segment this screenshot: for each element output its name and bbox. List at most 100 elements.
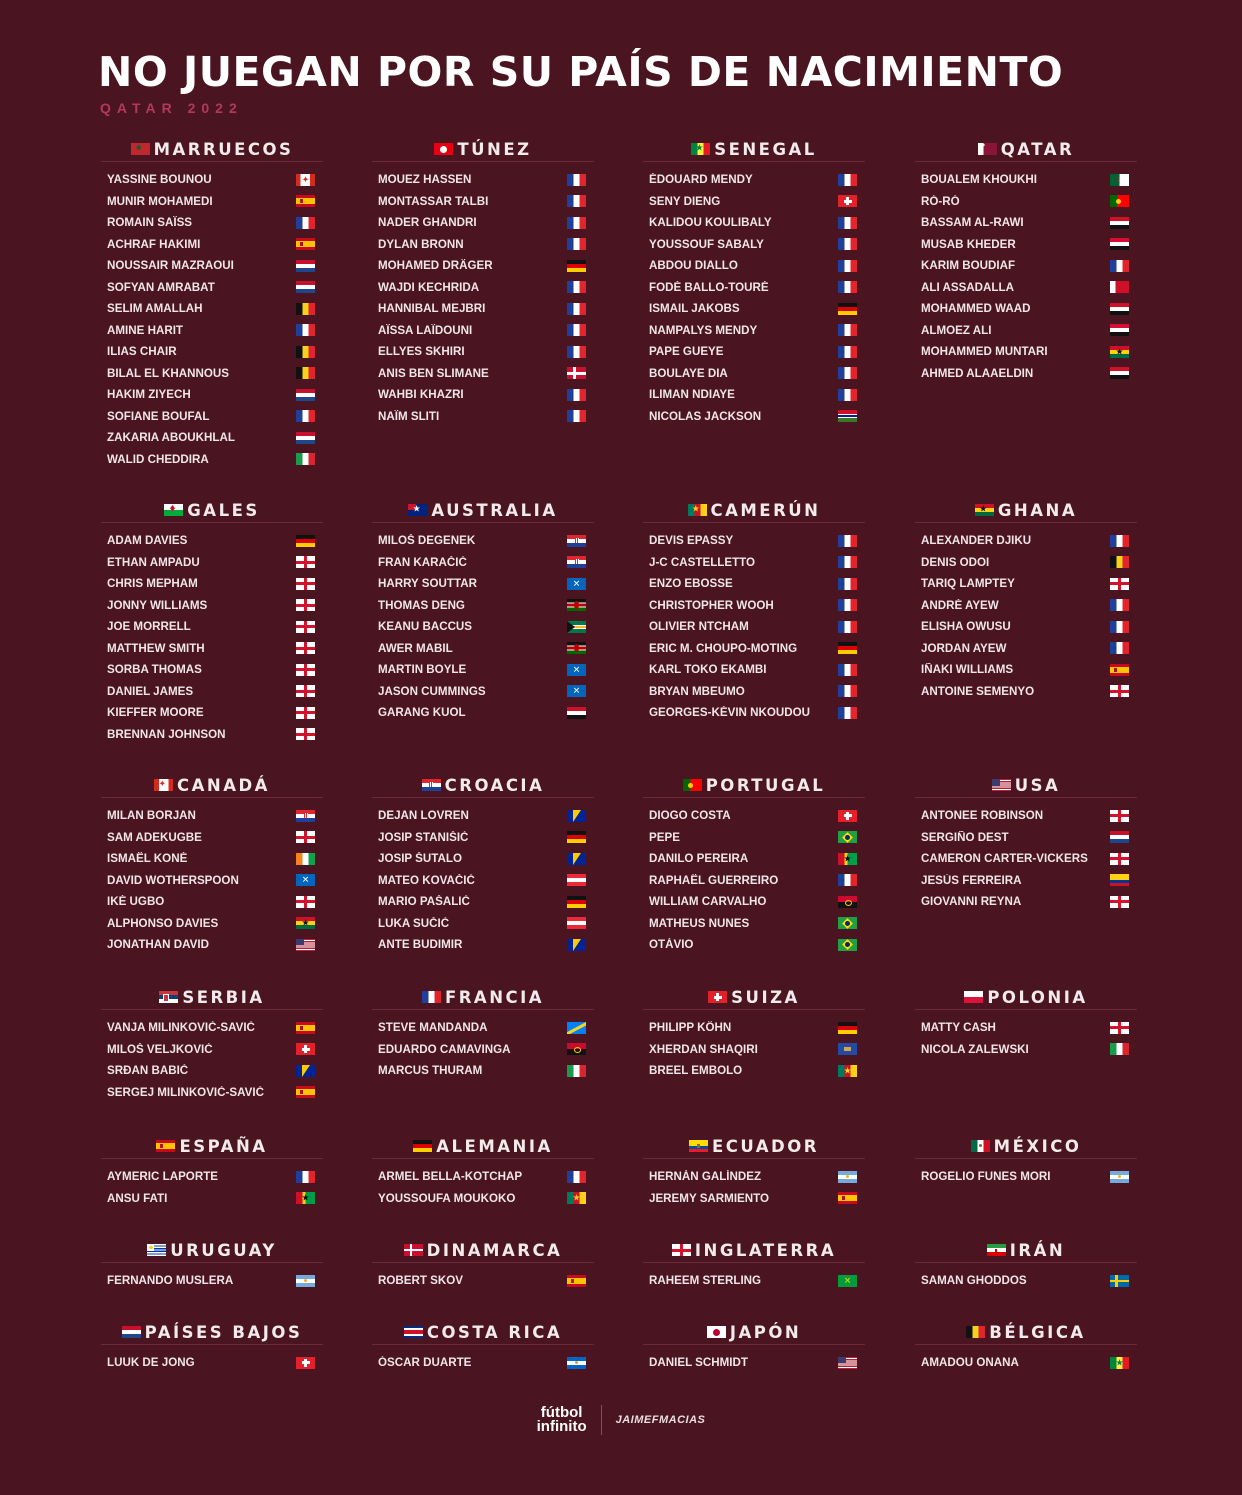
player-name: HAKIM ZIYECH [107, 388, 191, 402]
country-section-mexico: MÉXICO ROGELIO FUNES MORI [915, 1134, 1137, 1188]
birth-country-flag-icon: ★ [1110, 1356, 1129, 1369]
player-list: ROBERT SKOV [372, 1263, 594, 1292]
country-header: URUGUAY [101, 1238, 323, 1263]
player-name: ARMEL BELLA-KOTCHAP [378, 1170, 523, 1184]
country-name: JAPÓN [729, 1322, 802, 1342]
country-name: ESPAÑA [179, 1136, 268, 1156]
player-row: SAMAN GHODDOS [915, 1270, 1137, 1292]
player-name: DENIS ODOI [921, 555, 990, 569]
player-list: STEVE MANDANDA EDUARDO CAMAVINGA MARCUS TH… [372, 1010, 594, 1082]
player-name: NAÏM SLITI [378, 409, 440, 423]
player-list: DEVIS EPASSY J-C CASTELLETTO ENZO EBOSSE CH… [643, 523, 865, 724]
country-name: GHANA [997, 500, 1078, 520]
birth-country-flag-icon [296, 534, 315, 547]
country-section-camerun: ★ CAMERÚN DEVIS EPASSY J-C CASTELLETTO ENZO … [643, 498, 865, 724]
player-row: YOUSSOUFA MOUKOKO ★ [372, 1188, 594, 1210]
player-row: BOUALEM KHOUKHI ☾ [915, 169, 1137, 191]
birth-country-flag-icon [567, 852, 586, 865]
player-name: SAMAN GHODDOS [921, 1274, 1027, 1288]
country-section-alemania: ALEMANIA ARMEL BELLA-KOTCHAP YOUSSOUFA MOU… [372, 1134, 594, 1209]
country-section-australia: ★ AUSTRALIA MILOŠ DEGENEK FRAN KARAČIĆ HARRY… [372, 498, 594, 724]
player-name: LUKA SUČIĆ [378, 916, 450, 930]
player-row: JASON CUMMINGS ✕ [372, 681, 594, 703]
country-section-ghana: ★ GHANA ALEXANDER DJIKU DENIS ODOI TARIQ LAM… [915, 498, 1137, 702]
birth-country-flag-icon [838, 831, 857, 844]
player-row: MOHAMMED WAAD [915, 298, 1137, 320]
country-header: DINAMARCA [372, 1238, 594, 1263]
player-name: WAHBI KHAZRI [378, 388, 464, 402]
player-row: MARTIN BOYLE ✕ [372, 659, 594, 681]
player-name: ANTE BUDIMIR [378, 938, 463, 952]
birth-country-flag-icon [567, 917, 586, 930]
birth-country-flag-icon [296, 367, 315, 380]
country-name: PORTUGAL [705, 775, 826, 795]
player-name: AYMERIC LAPORTE [107, 1170, 219, 1184]
country-flag-icon [434, 143, 454, 155]
player-name: ENZO EBOSSE [649, 577, 733, 591]
country-name: SUIZA [731, 987, 800, 1007]
player-list: VANJA MILINKOVIĆ-SAVIĆ MILOŠ VELJKOVIĆ SRĐ… [101, 1010, 323, 1103]
player-name: ÓSCAR DUARTE [378, 1356, 472, 1370]
country-header: JAPÓN [643, 1320, 865, 1345]
player-name: XHERDAN SHAQIRI [649, 1042, 758, 1056]
country-header: MÉXICO [915, 1134, 1137, 1159]
birth-country-flag-icon [1110, 367, 1129, 380]
birth-country-flag-icon [838, 173, 857, 186]
player-row: LUKA SUČIĆ [372, 913, 594, 935]
player-name: MATHEUS NUNES [649, 916, 750, 930]
birth-country-flag-icon [296, 453, 315, 466]
birth-country-flag-icon [1110, 620, 1129, 633]
birth-country-flag-icon [296, 809, 315, 822]
country-header: POLONIA [915, 985, 1137, 1010]
player-name: OTÁVIO [649, 938, 694, 952]
player-row: RAHEEM STERLING ✕ [643, 1270, 865, 1292]
player-name: DANILO PEREIRA [649, 852, 749, 866]
country-section-iran: IRÁN SAMAN GHODDOS [915, 1238, 1137, 1292]
player-row: RAPHAËL GUERREIRO [643, 870, 865, 892]
player-row: ANTE BUDIMIR [372, 934, 594, 956]
player-name: SERGEJ MILINKOVIĆ-SAVIĆ [107, 1085, 264, 1099]
player-row: J-C CASTELLETTO [643, 552, 865, 574]
country-name: URUGUAY [170, 1240, 277, 1260]
birth-country-flag-icon [838, 917, 857, 930]
birth-country-flag-icon [296, 556, 315, 569]
player-name: ANTONEE ROBINSON [921, 809, 1044, 823]
player-row: ISMAIL JAKOBS [643, 298, 865, 320]
player-row: HAKIM ZIYECH [101, 384, 323, 406]
birth-country-flag-icon [1110, 895, 1129, 908]
birth-country-flag-icon [838, 534, 857, 547]
country-section-polonia: POLONIA MATTY CASH NICOLA ZALEWSKI [915, 985, 1137, 1060]
player-list: ROGELIO FUNES MORI [915, 1159, 1137, 1188]
player-name: ROBERT SKOV [378, 1274, 464, 1288]
country-flag-icon [403, 1326, 423, 1338]
player-list: DIOGO COSTA PEPE DANILO PEREIRA ★ RAPHAËL GU… [643, 798, 865, 956]
player-row: JESÚS FERREIRA [915, 870, 1137, 892]
country-flag-icon [708, 991, 728, 1003]
country-header: PAÍSES BAJOS [101, 1320, 323, 1345]
player-name: JONATHAN DAVID [107, 938, 209, 952]
player-row: MILAN BORJAN [101, 805, 323, 827]
player-name: SOFIANE BOUFAL [107, 409, 210, 423]
player-name: MARTIN BOYLE [378, 663, 467, 677]
player-name: YOUSSOUFA MOUKOKO [378, 1191, 516, 1205]
player-name: JONNY WILLIAMS [107, 598, 208, 612]
player-name: ISMAIL JAKOBS [649, 302, 740, 316]
country-section-paises-bajos: PAÍSES BAJOS LUUK DE JONG [101, 1320, 323, 1374]
birth-country-flag-icon [567, 599, 586, 612]
player-name: JOSIP STANIŠIĆ [378, 830, 469, 844]
country-section-francia: FRANCIA STEVE MANDANDA EDUARDO CAMAVINGA MA… [372, 985, 594, 1082]
player-name: AMINE HARIT [107, 323, 183, 337]
player-list: YASSINE BOUNOU ✦ MUNIR MOHAMEDI ROMAIN SAÏS… [101, 162, 323, 470]
player-row: MILOŠ DEGENEK [372, 530, 594, 552]
player-name: ALMOEZ ALI [921, 323, 992, 337]
player-row: ÉDOUARD MENDY [643, 169, 865, 191]
country-section-inglaterra: INGLATERRA RAHEEM STERLING ✕ [643, 1238, 865, 1292]
birth-country-flag-icon [1110, 809, 1129, 822]
country-name: SENEGAL [714, 139, 817, 159]
player-list: ARMEL BELLA-KOTCHAP YOUSSOUFA MOUKOKO ★ [372, 1159, 594, 1209]
birth-country-flag-icon [567, 324, 586, 337]
player-name: CHRISTOPHER WOOH [649, 598, 774, 612]
player-name: KARL TOKO EKAMBI [649, 663, 767, 677]
birth-country-flag-icon [1110, 324, 1129, 337]
player-row: SERGIÑO DEST [915, 827, 1137, 849]
